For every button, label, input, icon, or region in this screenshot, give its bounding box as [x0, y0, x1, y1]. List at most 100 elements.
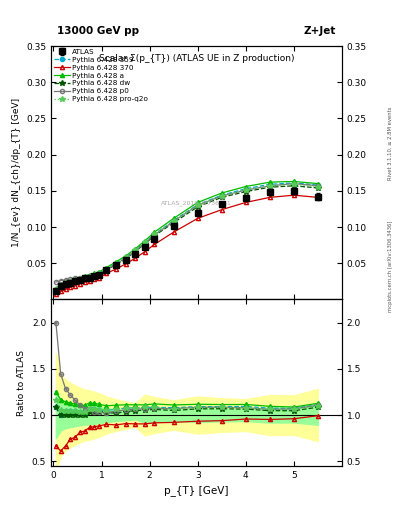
Pythia 6.428 a — [83, 273, 87, 280]
Pythia 6.428 p0 — [53, 279, 58, 285]
Pythia 6.428 370 — [195, 215, 200, 221]
Legend: ATLAS, Pythia 6.428 359, Pythia 6.428 370, Pythia 6.428 a, Pythia 6.428 dw, Pyth: ATLAS, Pythia 6.428 359, Pythia 6.428 37… — [53, 48, 149, 103]
Pythia 6.428 pro-q2o — [316, 183, 320, 189]
Pythia 6.428 370 — [171, 229, 176, 235]
Pythia 6.428 pro-q2o — [68, 279, 73, 285]
Pythia 6.428 359 — [87, 273, 92, 280]
Pythia 6.428 370 — [73, 283, 77, 289]
Pythia 6.428 p0 — [195, 202, 200, 208]
Pythia 6.428 359 — [219, 192, 224, 198]
Pythia 6.428 370 — [104, 270, 109, 276]
Pythia 6.428 p0 — [268, 183, 272, 189]
Line: Pythia 6.428 dw: Pythia 6.428 dw — [53, 183, 321, 293]
Pythia 6.428 370 — [243, 199, 248, 205]
Pythia 6.428 370 — [316, 194, 320, 200]
Pythia 6.428 p0 — [92, 272, 97, 279]
Pythia 6.428 359 — [63, 281, 68, 287]
Pythia 6.428 a — [171, 215, 176, 221]
Pythia 6.428 a — [77, 274, 82, 281]
Pythia 6.428 370 — [83, 279, 87, 285]
Pythia 6.428 dw — [143, 241, 147, 247]
Y-axis label: Ratio to ATLAS: Ratio to ATLAS — [17, 350, 26, 416]
Pythia 6.428 370 — [77, 281, 82, 287]
Pythia 6.428 a — [268, 179, 272, 185]
Pythia 6.428 p0 — [123, 255, 128, 261]
Pythia 6.428 dw — [68, 280, 73, 286]
Pythia 6.428 dw — [316, 185, 320, 191]
Pythia 6.428 pro-q2o — [63, 281, 68, 287]
Pythia 6.428 dw — [63, 281, 68, 287]
Pythia 6.428 p0 — [87, 273, 92, 280]
Pythia 6.428 p0 — [83, 274, 87, 280]
Pythia 6.428 dw — [114, 262, 118, 268]
Pythia 6.428 a — [133, 246, 138, 252]
Pythia 6.428 370 — [53, 291, 58, 297]
Pythia 6.428 a — [143, 238, 147, 244]
Pythia 6.428 359 — [114, 260, 118, 266]
Pythia 6.428 pro-q2o — [292, 181, 296, 187]
Pythia 6.428 370 — [268, 194, 272, 200]
Pythia 6.428 p0 — [97, 271, 101, 277]
Pythia 6.428 a — [87, 272, 92, 278]
Pythia 6.428 a — [316, 181, 320, 187]
Y-axis label: 1/N_{ev} dN_{ch}/dp_{T} [GeV]: 1/N_{ev} dN_{ch}/dp_{T} [GeV] — [11, 98, 20, 247]
Pythia 6.428 p0 — [219, 193, 224, 199]
Pythia 6.428 dw — [104, 267, 109, 273]
Pythia 6.428 a — [195, 199, 200, 205]
Pythia 6.428 p0 — [63, 277, 68, 283]
Pythia 6.428 p0 — [133, 248, 138, 254]
Pythia 6.428 359 — [58, 283, 63, 289]
Pythia 6.428 dw — [292, 183, 296, 189]
X-axis label: p_{T} [GeV]: p_{T} [GeV] — [164, 485, 229, 496]
Pythia 6.428 dw — [171, 220, 176, 226]
Pythia 6.428 a — [114, 259, 118, 265]
Pythia 6.428 a — [58, 281, 63, 287]
Pythia 6.428 359 — [143, 239, 147, 245]
Pythia 6.428 359 — [53, 287, 58, 293]
Pythia 6.428 a — [123, 253, 128, 259]
Pythia 6.428 359 — [195, 202, 200, 208]
Text: ATLAS_2019_I1736531: ATLAS_2019_I1736531 — [161, 200, 232, 206]
Pythia 6.428 370 — [58, 288, 63, 294]
Pythia 6.428 a — [292, 178, 296, 184]
Pythia 6.428 pro-q2o — [268, 183, 272, 189]
Pythia 6.428 a — [53, 286, 58, 292]
Pythia 6.428 p0 — [58, 278, 63, 284]
Pythia 6.428 dw — [152, 232, 157, 239]
Pythia 6.428 p0 — [152, 232, 157, 238]
Pythia 6.428 dw — [268, 184, 272, 190]
Pythia 6.428 a — [97, 269, 101, 275]
Text: mcplots.cern.ch [arXiv:1306.3436]: mcplots.cern.ch [arXiv:1306.3436] — [388, 221, 393, 312]
Line: Pythia 6.428 359: Pythia 6.428 359 — [54, 181, 320, 292]
Pythia 6.428 370 — [68, 284, 73, 290]
Pythia 6.428 dw — [123, 256, 128, 262]
Pythia 6.428 a — [63, 279, 68, 285]
Pythia 6.428 370 — [123, 261, 128, 267]
Pythia 6.428 p0 — [77, 274, 82, 281]
Pythia 6.428 p0 — [143, 240, 147, 246]
Pythia 6.428 359 — [133, 247, 138, 253]
Pythia 6.428 p0 — [292, 181, 296, 187]
Pythia 6.428 dw — [243, 188, 248, 195]
Pythia 6.428 dw — [219, 194, 224, 200]
Line: Pythia 6.428 p0: Pythia 6.428 p0 — [54, 182, 320, 284]
Pythia 6.428 p0 — [171, 218, 176, 224]
Pythia 6.428 359 — [316, 182, 320, 188]
Pythia 6.428 dw — [92, 272, 97, 279]
Pythia 6.428 dw — [53, 287, 58, 293]
Pythia 6.428 370 — [143, 249, 147, 255]
Pythia 6.428 359 — [77, 276, 82, 282]
Pythia 6.428 p0 — [104, 267, 109, 273]
Pythia 6.428 370 — [133, 255, 138, 261]
Pythia 6.428 370 — [63, 286, 68, 292]
Line: Pythia 6.428 370: Pythia 6.428 370 — [54, 193, 320, 296]
Pythia 6.428 p0 — [73, 275, 77, 282]
Pythia 6.428 dw — [77, 277, 82, 283]
Pythia 6.428 359 — [83, 274, 87, 281]
Pythia 6.428 pro-q2o — [104, 266, 109, 272]
Pythia 6.428 a — [68, 278, 73, 284]
Text: 13000 GeV pp: 13000 GeV pp — [57, 26, 139, 36]
Pythia 6.428 p0 — [243, 187, 248, 193]
Pythia 6.428 370 — [97, 274, 101, 281]
Pythia 6.428 pro-q2o — [92, 272, 97, 278]
